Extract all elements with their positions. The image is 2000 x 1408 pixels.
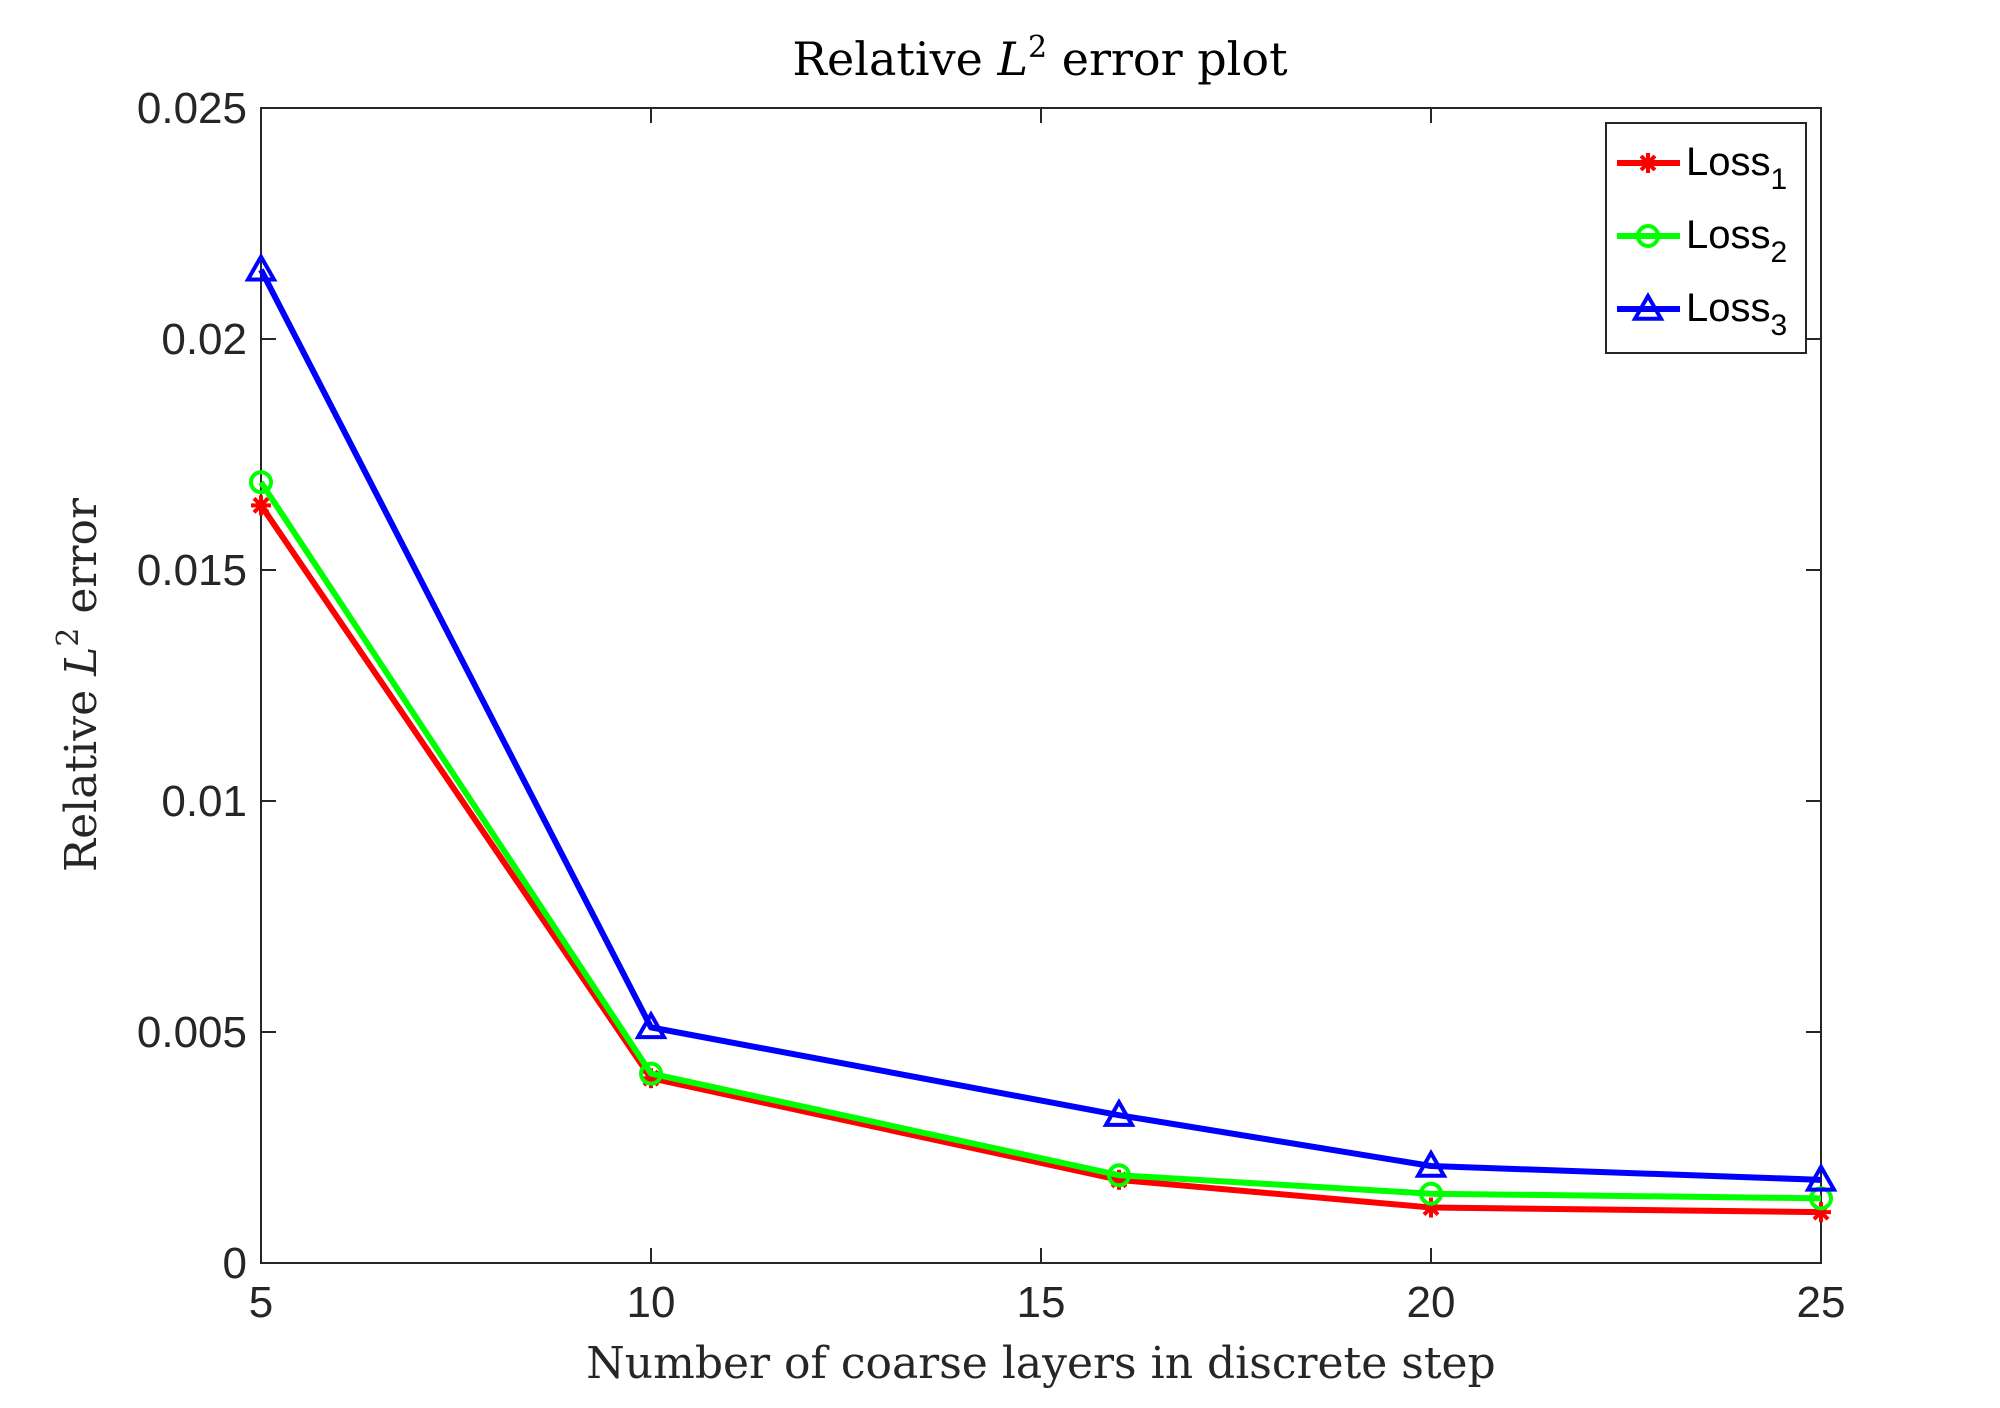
chart-title: Relative L2 error plot [792,30,1288,86]
y-tick-label: 0 [223,1239,247,1288]
x-tick-label: 25 [1797,1278,1846,1327]
chart-title-var: L [996,32,1028,86]
x-tick-label: 5 [249,1278,273,1327]
y-tick-label: 0.01 [161,777,247,826]
chart-title-suffix: error plot [1047,32,1288,86]
chart-title-prefix: Relative [792,32,997,86]
y-axis-label-var: L [56,647,107,677]
x-tick-label: 20 [1407,1278,1456,1327]
x-tick-label: 15 [1017,1278,1066,1327]
y-tick-label: 0.005 [137,1008,247,1057]
y-axis-label-suffix: error [56,497,107,628]
y-tick-label: 0.025 [137,84,247,133]
plot-area [261,108,1821,1263]
x-axis-label: Number of coarse layers in discrete step [586,1338,1495,1389]
x-tick-label: 10 [627,1278,676,1327]
y-axis-label: Relative L2 error [51,497,107,872]
y-tick-label: 0.02 [161,315,247,364]
data-point [251,495,271,515]
y-axis-label-sup: 2 [51,628,86,647]
chart: Relative L2 error plot 5 10 15 20 25 00.0050… [0,0,2000,1408]
y-axis-label-prefix: Relative [56,676,107,872]
chart-title-sup: 2 [1028,30,1047,65]
y-tick-label: 0.015 [137,546,247,595]
legend-swatch-marker [1638,153,1658,173]
